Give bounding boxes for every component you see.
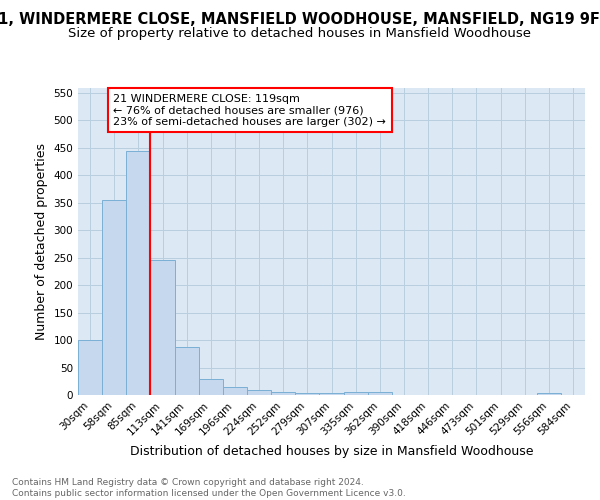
Bar	[537, 393, 561, 395]
X-axis label: Distribution of detached houses by size in Mansfield Woodhouse: Distribution of detached houses by size …	[130, 445, 533, 458]
Bar	[247, 390, 271, 395]
Bar	[78, 340, 102, 395]
Text: 21 WINDERMERE CLOSE: 119sqm
← 76% of detached houses are smaller (976)
23% of se: 21 WINDERMERE CLOSE: 119sqm ← 76% of det…	[113, 94, 386, 127]
Y-axis label: Number of detached properties: Number of detached properties	[35, 143, 48, 340]
Bar	[175, 346, 199, 395]
Bar	[126, 150, 151, 395]
Bar	[199, 378, 223, 395]
Bar	[368, 392, 392, 395]
Bar	[319, 393, 344, 395]
Bar	[151, 260, 175, 395]
Bar	[271, 392, 295, 395]
Bar	[295, 393, 319, 395]
Bar	[223, 388, 247, 395]
Text: 21, WINDERMERE CLOSE, MANSFIELD WOODHOUSE, MANSFIELD, NG19 9FD: 21, WINDERMERE CLOSE, MANSFIELD WOODHOUS…	[0, 12, 600, 28]
Text: Contains HM Land Registry data © Crown copyright and database right 2024.
Contai: Contains HM Land Registry data © Crown c…	[12, 478, 406, 498]
Bar	[344, 392, 368, 395]
Text: Size of property relative to detached houses in Mansfield Woodhouse: Size of property relative to detached ho…	[68, 28, 532, 40]
Bar	[102, 200, 126, 395]
